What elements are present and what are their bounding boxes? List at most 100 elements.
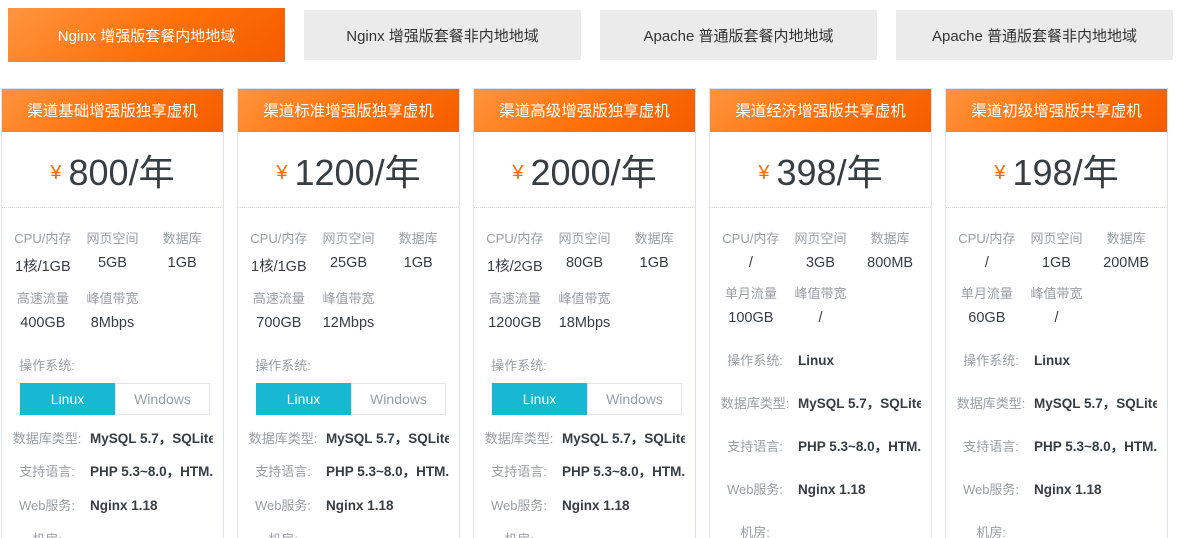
- plan-card-header: 渠道基础增强版独享虚机: [2, 89, 223, 132]
- os-row: 操作系统:: [12, 357, 213, 375]
- detail-label: 机房:: [976, 524, 1006, 538]
- spec-row: 高速流量 400GB 峰值带宽 8Mbps: [8, 288, 217, 331]
- detail-value: PHP 5.3~8.0，HTM...: [562, 464, 685, 480]
- spec-value: 1GB: [403, 255, 433, 271]
- spec-row: 单月流量 100GB 峰值带宽 /: [716, 283, 925, 326]
- detail-row: 机房:: [12, 531, 213, 538]
- spec-label: 网页空间: [1030, 231, 1083, 246]
- spec-label: 高速流量: [252, 291, 305, 306]
- spec-value: 5GB: [97, 255, 127, 271]
- spec-value: /: [984, 255, 989, 271]
- detail-row: Web服务: Nginx 1.18: [248, 497, 449, 516]
- spec-value: 1核/1GB: [251, 259, 307, 275]
- spec-label: 高速流量: [488, 291, 541, 306]
- package-tab-3[interactable]: Apache 普通版套餐非内地地域: [896, 10, 1173, 60]
- detail-row: Web服务: Nginx 1.18: [484, 497, 685, 516]
- spec-grid: CPU/内存 / 网页空间 1GB 数据库 200MB 单月流量 60GB 峰值带宽 /: [946, 208, 1167, 326]
- os-label: 操作系统:: [491, 358, 547, 373]
- detail-value: Nginx 1.18: [562, 498, 630, 514]
- spec-label: 峰值带宽: [558, 291, 611, 306]
- detail-label: 数据库类型:: [956, 395, 1026, 411]
- package-tab-label: Nginx 增强版套餐非内地地域: [346, 27, 539, 45]
- spec-label: CPU/内存: [722, 231, 780, 246]
- detail-label: 数据库类型:: [720, 395, 790, 411]
- spec-value: 800MB: [867, 255, 914, 271]
- detail-label: 支持语言:: [19, 464, 75, 480]
- spec-cell: 数据库 1GB: [383, 228, 453, 276]
- spec-grid: CPU/内存 1核/1GB 网页空间 25GB 数据库 1GB 高速流量 700GB 峰值带宽 1…: [238, 208, 459, 331]
- detail-value: PHP 5.3~8.0，HTM...: [90, 464, 213, 480]
- detail-value: Nginx 1.18: [90, 498, 158, 514]
- detail-value: MySQL 5.7，SQLite: [562, 430, 685, 446]
- spec-value: 1200GB: [488, 315, 542, 331]
- os-button-windows[interactable]: Windows: [587, 382, 682, 415]
- plan-card-header: 渠道标准增强版独享虚机: [238, 89, 459, 132]
- package-tab-2[interactable]: Apache 普通版套餐内地地域: [600, 10, 877, 60]
- currency-symbol: ¥: [758, 162, 770, 184]
- package-tab-1[interactable]: Nginx 增强版套餐非内地地域: [304, 10, 581, 60]
- detail-rows: 操作系统: Linux Windows 数据库类型: MySQL 5.7，SQLite 支…: [474, 343, 695, 538]
- spec-cell: 网页空间 3GB: [786, 228, 856, 271]
- os-button-windows[interactable]: Windows: [115, 382, 210, 415]
- spec-label: 网页空间: [322, 231, 375, 246]
- detail-row: 数据库类型: MySQL 5.7，SQLite: [12, 430, 213, 449]
- detail-row: 机房:: [720, 524, 921, 538]
- detail-value: Nginx 1.18: [798, 481, 866, 497]
- spec-label: CPU/内存: [250, 231, 308, 246]
- os-button-linux[interactable]: Linux: [20, 382, 115, 415]
- detail-label: Web服务:: [962, 481, 1020, 497]
- os-toggle: Linux Windows: [256, 382, 446, 415]
- detail-label: 支持语言:: [963, 438, 1019, 454]
- package-tab-label: Apache 普通版套餐非内地地域: [931, 27, 1138, 45]
- spec-cell: 数据库 800MB: [855, 228, 925, 271]
- spec-value: /: [748, 255, 753, 271]
- package-tab-0[interactable]: Nginx 增强版套餐内地地域: [8, 8, 285, 62]
- spec-value: /: [1054, 310, 1059, 326]
- plan-card-header: 渠道高级增强版独享虚机: [474, 89, 695, 132]
- spec-cell: 峰值带宽 /: [1022, 283, 1092, 326]
- os-row: 操作系统:: [248, 357, 449, 375]
- price-amount: 800/年: [68, 151, 175, 193]
- detail-row: Web服务: Nginx 1.18: [956, 481, 1157, 500]
- detail-value: PHP 5.3~8.0，HTM...: [798, 438, 921, 454]
- spec-label: CPU/内存: [958, 231, 1016, 246]
- spec-value: 1GB: [167, 255, 197, 271]
- detail-value: MySQL 5.7，SQLite: [798, 395, 921, 411]
- plan-price: ¥ 1200/年: [238, 132, 459, 208]
- spec-value: 25GB: [329, 255, 368, 271]
- currency-symbol: ¥: [276, 162, 288, 184]
- spec-cell: CPU/内存 1核/2GB: [480, 228, 550, 276]
- detail-rows: 操作系统: Linux 数据库类型: MySQL 5.7，SQLite 支持语言: PHP…: [946, 338, 1167, 538]
- currency-symbol: ¥: [994, 162, 1006, 184]
- os-button-linux[interactable]: Linux: [256, 382, 351, 415]
- detail-label: 数据库类型:: [248, 430, 318, 446]
- spec-cell: 峰值带宽 8Mbps: [78, 288, 148, 331]
- detail-row: 数据库类型: MySQL 5.7，SQLite: [248, 430, 449, 449]
- os-value: Linux: [798, 353, 834, 368]
- detail-label: 支持语言:: [255, 464, 311, 480]
- detail-label: 数据库类型:: [12, 430, 82, 446]
- spec-value: 60GB: [968, 310, 1006, 326]
- spec-label: 网页空间: [558, 231, 611, 246]
- detail-row: 机房:: [248, 531, 449, 538]
- spec-value: 700GB: [256, 315, 302, 331]
- spec-value: 12Mbps: [322, 315, 375, 331]
- spec-label: 峰值带宽: [1030, 286, 1083, 301]
- plan-price: ¥ 2000/年: [474, 132, 695, 208]
- detail-value: PHP 5.3~8.0，HTM...: [326, 464, 449, 480]
- os-button-windows[interactable]: Windows: [351, 382, 446, 415]
- spec-value: 8Mbps: [90, 315, 135, 331]
- os-button-linux[interactable]: Linux: [492, 382, 587, 415]
- os-label: 操作系统:: [19, 358, 75, 373]
- os-label: 操作系统:: [963, 353, 1019, 368]
- detail-label: 机房:: [740, 524, 770, 538]
- spec-value: 400GB: [20, 315, 66, 331]
- detail-row: 机房:: [484, 531, 685, 538]
- spec-cell: 峰值带宽 12Mbps: [314, 288, 384, 331]
- spec-label: 数据库: [1106, 231, 1146, 246]
- detail-value: MySQL 5.7，SQLite: [1034, 395, 1157, 411]
- plan-card-3: 渠道经济增强版共享虚机 ¥ 398/年 CPU/内存 / 网页空间 3GB 数据库 800…: [709, 88, 932, 538]
- spec-row: CPU/内存 / 网页空间 3GB 数据库 800MB: [716, 228, 925, 271]
- detail-row: 数据库类型: MySQL 5.7，SQLite: [956, 395, 1157, 414]
- detail-label: 机房:: [248, 531, 318, 538]
